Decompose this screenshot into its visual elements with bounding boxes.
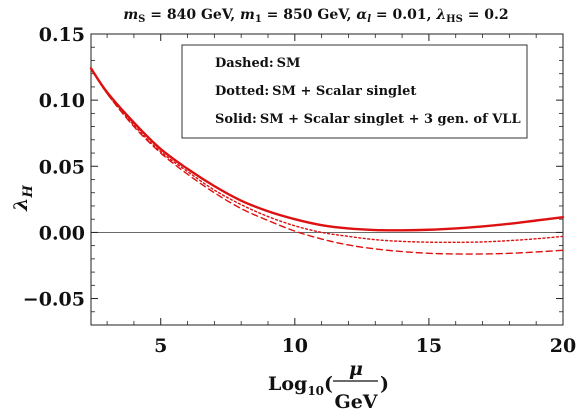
x-tick-label: 15 xyxy=(416,335,442,357)
series-layer: SMSM + Scalar singletSM + Scalar singlet… xyxy=(89,67,565,255)
chart-title: mS = 840 GeV, m1 = 850 GeV, αl = 0.01, λ… xyxy=(123,7,508,25)
series-line-dashed: SM xyxy=(90,67,564,255)
svg-text:μ: μ xyxy=(349,358,363,380)
y-axis-label: λH xyxy=(10,184,36,211)
y-tick-label: 0.00 xyxy=(39,222,85,244)
svg-text:Log10(: Log10( xyxy=(268,373,333,398)
svg-text:GeV: GeV xyxy=(334,391,378,413)
legend-box xyxy=(181,44,528,139)
y-tick-label: 0.05 xyxy=(39,156,85,178)
axes-layer: 5 10 15 20 0.15 0.10 0.05 0.00 −0.05 xyxy=(23,24,576,357)
x-tick-label: 10 xyxy=(282,335,308,357)
legend-entry-dashed: Dashed: SM xyxy=(215,56,300,71)
y-tick-label: 0.15 xyxy=(39,24,85,46)
y-tick-label: −0.05 xyxy=(23,289,85,311)
legend-entry-solid: Solid: SM + Scalar singlet + 3 gen. of VL… xyxy=(215,112,521,127)
legend-entry-dotted: Dotted: SM + Scalar singlet xyxy=(215,84,416,99)
series-line-solid: SM + Scalar singlet + 3 gen. of VLL xyxy=(89,67,565,232)
svg-text:): ) xyxy=(380,373,389,395)
x-axis-label: Log10( μ GeV ) xyxy=(268,358,389,413)
svg-text:Dashed:SM: Dashed: SM xyxy=(215,56,300,71)
x-tick-label: 5 xyxy=(154,335,167,357)
legend: Dashed: SM Dotted: SM + Scalar singlet Sol… xyxy=(181,44,528,139)
x-tick-label: 20 xyxy=(550,335,576,357)
y-tick-label: 0.10 xyxy=(39,90,85,112)
svg-text:Solid:SM + Scalar singlet + 3: Solid: SM + Scalar singlet + 3 gen. of VL… xyxy=(215,112,521,127)
svg-text:Dotted:SM + Scalar singlet: Dotted: SM + Scalar singlet xyxy=(215,84,416,99)
series-line-dotted: SM + Scalar singlet xyxy=(90,67,564,244)
